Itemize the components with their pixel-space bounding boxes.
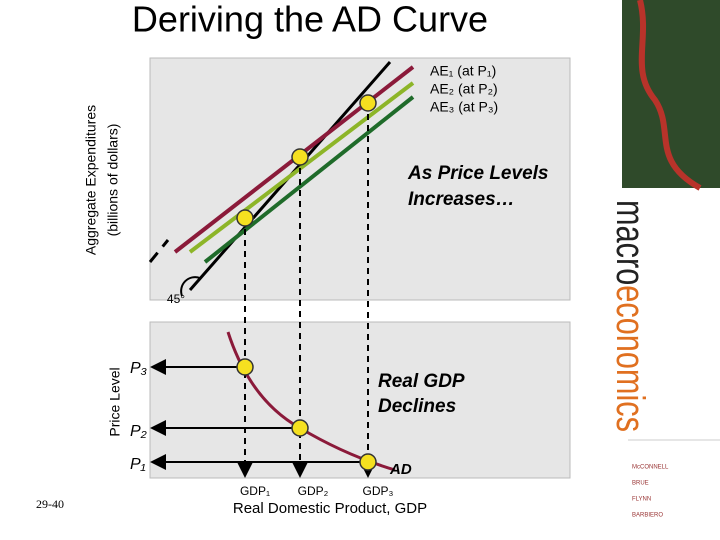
slide-number: 29-40 <box>36 497 64 511</box>
brand-part: economics <box>608 285 652 432</box>
annotation: Declines <box>378 396 456 417</box>
x-axis-label: Real Domestic Product, GDP <box>233 500 427 517</box>
upper-y-label: (billions of dollars) <box>105 124 121 237</box>
lower-panel <box>149 321 571 479</box>
point <box>359 94 377 112</box>
points <box>236 94 377 471</box>
price-label: P₁ <box>130 456 146 473</box>
curve-label: AE₃ (at P₃) <box>430 99 498 115</box>
lower-y-label: Price Level <box>107 367 123 436</box>
brand: macroeconomics <box>608 200 652 432</box>
photo-detail <box>637 0 702 191</box>
curve-label: AE₁ (at P₁) <box>430 63 496 79</box>
point <box>291 419 309 437</box>
curve-label: AE₂ (at P₂) <box>430 81 498 97</box>
angle-label: 45° <box>167 292 185 306</box>
gdp-label: GDP₁ <box>240 484 270 498</box>
author: BARBIERO <box>632 513 663 519</box>
ad-label: AD <box>389 461 412 478</box>
point <box>236 209 254 227</box>
brand-part: macro <box>608 200 652 285</box>
author: BRUE <box>632 481 649 487</box>
point <box>359 453 377 471</box>
ae2-line <box>188 81 415 254</box>
price-label: P₃ <box>130 360 147 377</box>
angle-arc <box>180 276 201 297</box>
author: McCONNELL <box>632 465 669 471</box>
author: FLYNN <box>632 497 651 503</box>
annotation: Real GDP <box>378 371 465 392</box>
price-label: P₂ <box>130 423 147 440</box>
annotation: As Price Levels <box>407 163 548 184</box>
title: Deriving the AD Curve <box>132 0 488 40</box>
45-degree-dashed <box>148 239 170 263</box>
upper-y-label: Aggregate Expenditures <box>83 105 99 255</box>
annotation: Increases… <box>408 189 515 210</box>
gdp-label: GDP₂ <box>298 484 329 498</box>
ae3-line <box>203 95 415 264</box>
point <box>291 148 309 166</box>
gdp-label: GDP₃ <box>363 484 394 498</box>
point <box>236 358 254 376</box>
